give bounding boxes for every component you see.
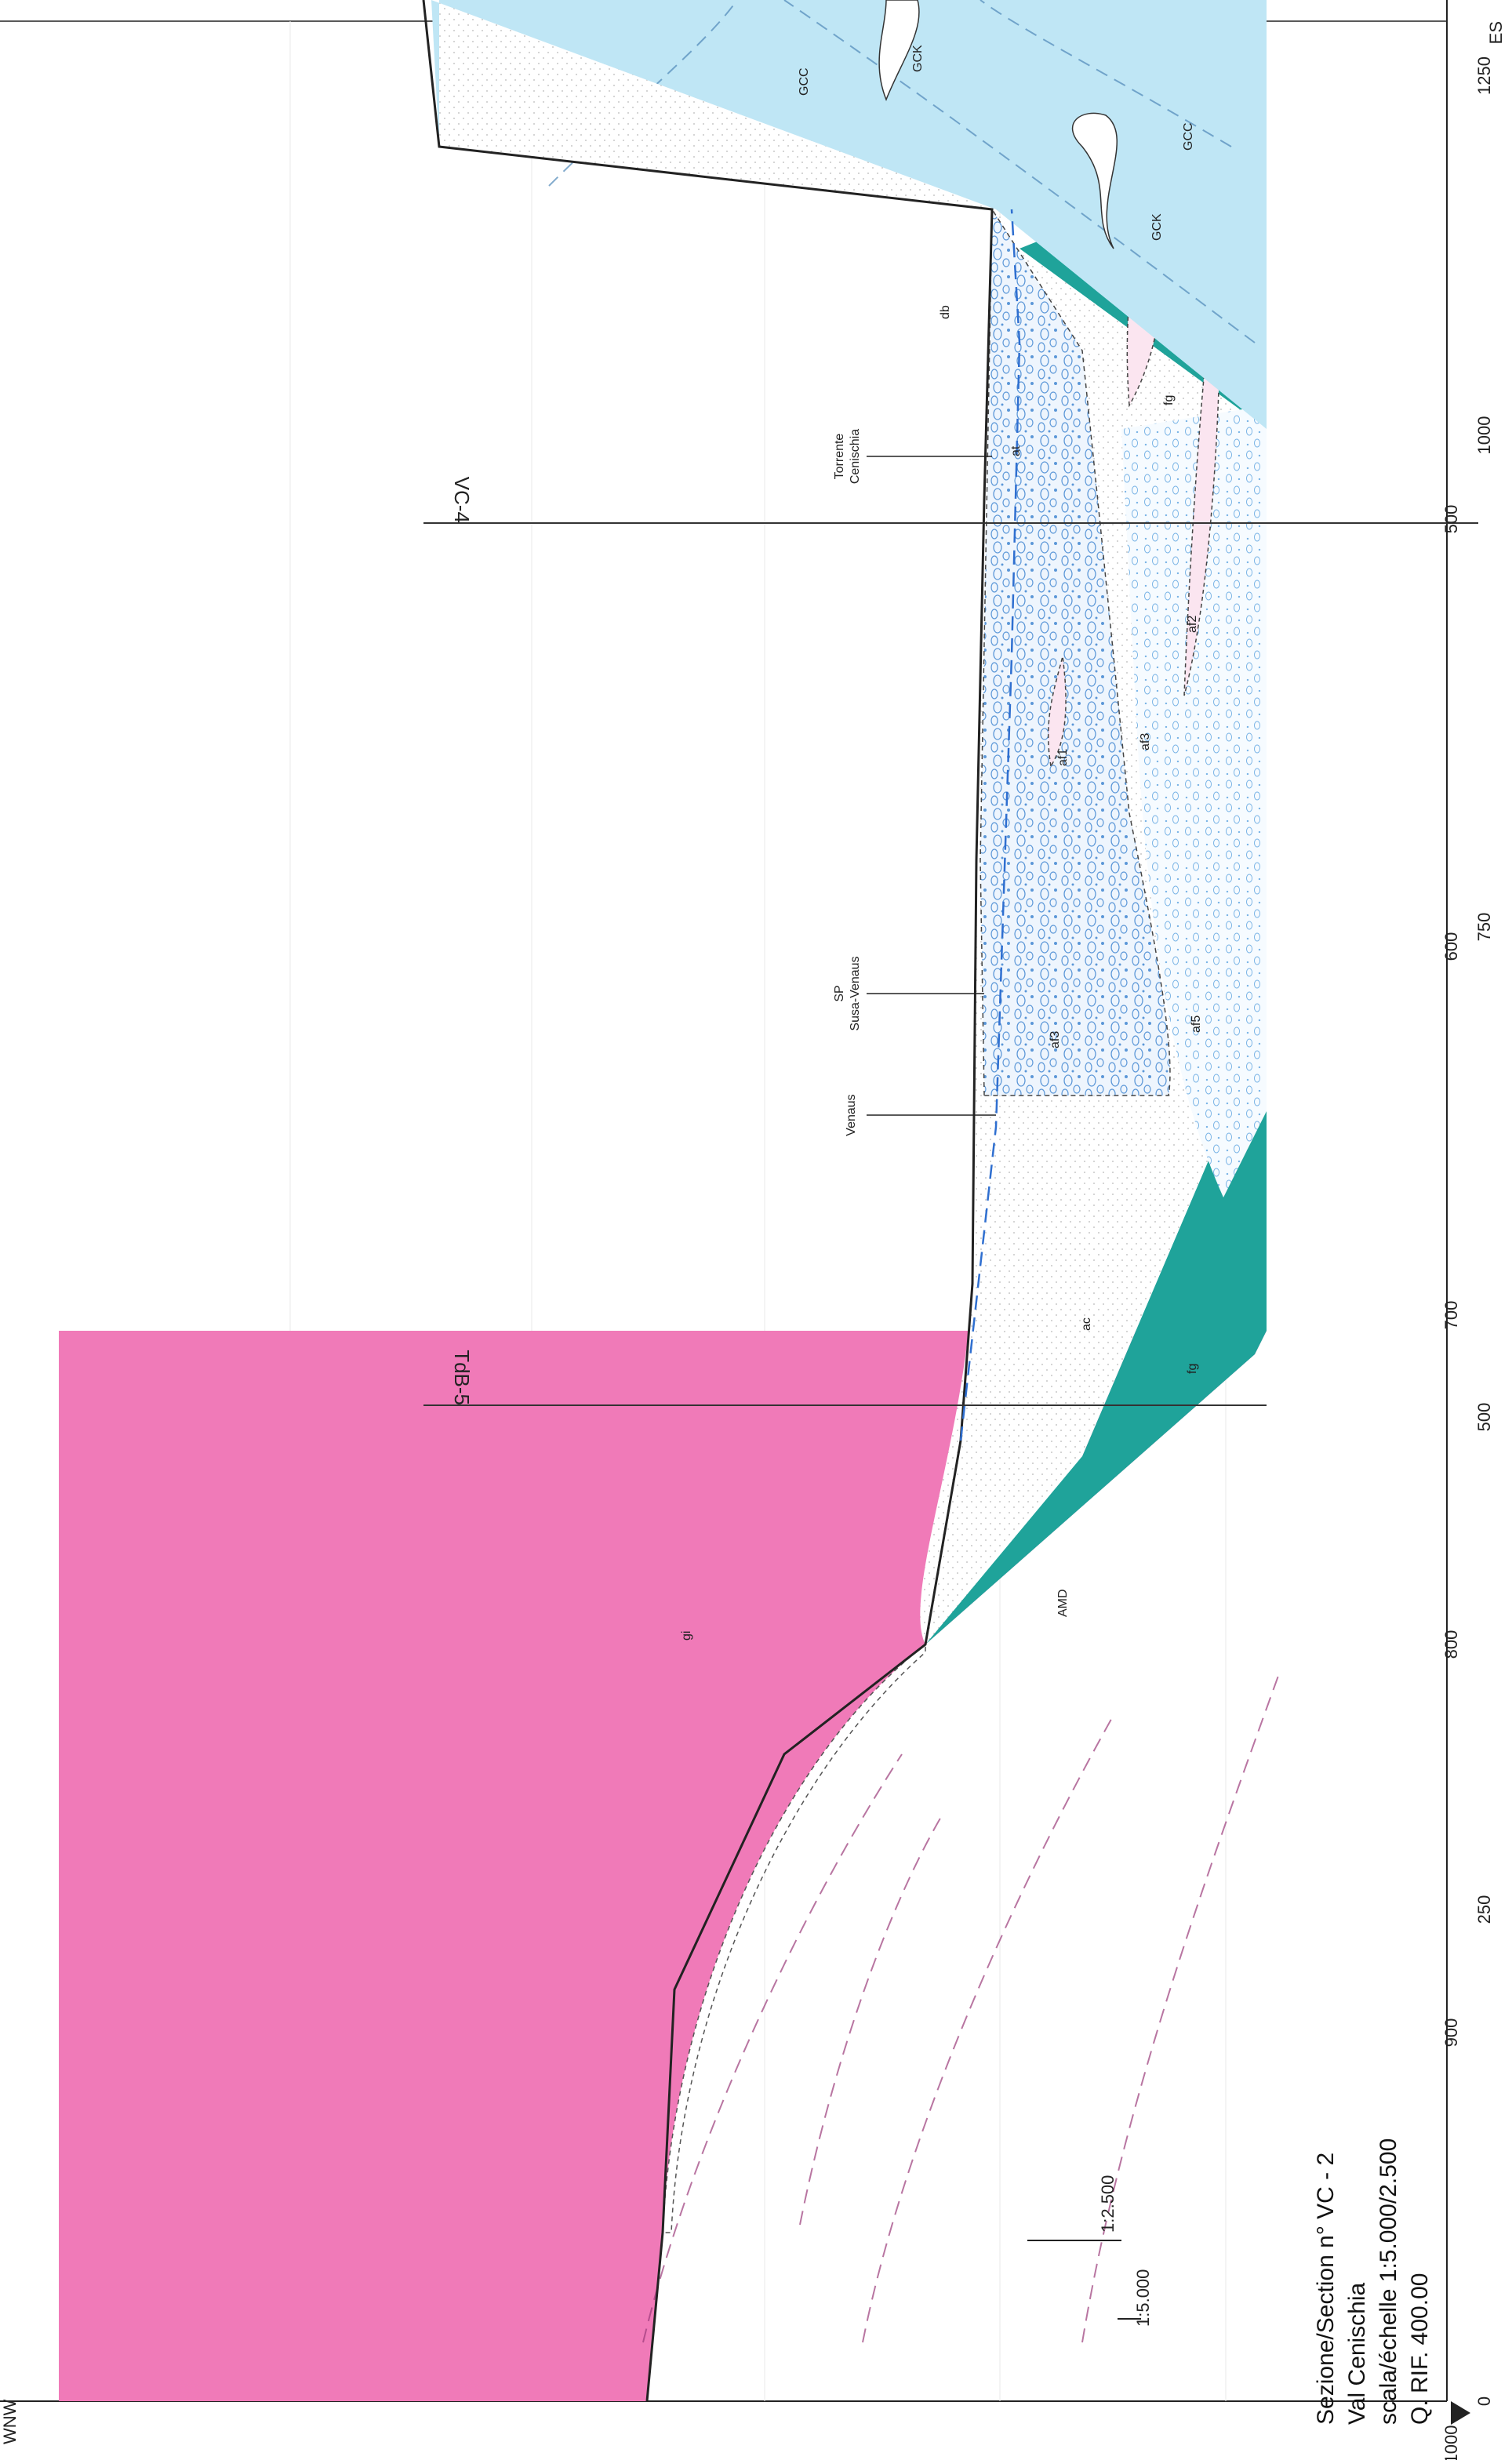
label-gcc-top: GCC bbox=[798, 67, 811, 96]
title-line4: Q. RIF. 400.00 bbox=[1407, 2273, 1433, 2425]
scale-label-large: 1:2.500 bbox=[1098, 2175, 1118, 2233]
dist-tick-1250: 1250 bbox=[1474, 56, 1494, 95]
gck-lens-top bbox=[878, 0, 920, 102]
title-line3: scala/échelle 1:5.000/2.500 bbox=[1376, 2138, 1401, 2425]
label-db: db bbox=[939, 305, 952, 319]
dist-tick-500: 500 bbox=[1474, 1403, 1494, 1432]
reference-triangle-icon bbox=[1451, 2401, 1470, 2425]
label-af1: af1 bbox=[1056, 749, 1070, 766]
sp-label-line2: Susa-Venaus bbox=[849, 956, 862, 1030]
label-gck-bottom: GCK bbox=[1150, 213, 1164, 241]
title-line1: Sezione/Section n° VC - 2 bbox=[1313, 2153, 1339, 2425]
dist-tick-250: 250 bbox=[1474, 1895, 1494, 1924]
venaus-label: Venaus bbox=[845, 1094, 858, 1136]
sp-label-line1: SP bbox=[833, 985, 846, 1001]
label-amd: AMD bbox=[1056, 1589, 1070, 1617]
af3-lens-a bbox=[1047, 656, 1067, 769]
fg-left-unit bbox=[925, 1111, 1267, 1644]
elevation-axis: 1000 900 800 700 600 500 bbox=[1441, 505, 1461, 2460]
elev-tick-900: 900 bbox=[1441, 2019, 1461, 2048]
label-ac: ac bbox=[1080, 1317, 1093, 1331]
label-af5: af5 bbox=[1190, 1016, 1203, 1033]
label-gi: gi bbox=[680, 1631, 693, 1641]
af2-unit bbox=[1121, 405, 1267, 1197]
orientation-right-label: ES bbox=[1486, 21, 1506, 44]
label-gck-top: GCK bbox=[911, 45, 925, 72]
gi-deposit bbox=[662, 1643, 926, 2233]
label-fg-right: fg bbox=[1162, 395, 1176, 405]
label-gcc-bottom: GCC bbox=[1182, 122, 1195, 151]
amd-foliation bbox=[642, 1675, 1279, 2343]
label-at: at bbox=[1009, 445, 1023, 456]
label-fg-left: fg bbox=[1186, 1364, 1199, 1374]
torrente-label-line2: Cenischia bbox=[849, 429, 862, 484]
scale-label-small: 1:5.000 bbox=[1133, 2269, 1153, 2327]
dist-tick-750: 750 bbox=[1474, 913, 1494, 942]
db-unit bbox=[431, 0, 996, 209]
scale-bars: 1:2.500 1:5.000 bbox=[1027, 2175, 1153, 2327]
topographic-surface bbox=[422, 0, 994, 2402]
water-table bbox=[959, 209, 1021, 1441]
orientation-left-label: WNW bbox=[0, 2399, 20, 2444]
elev-tick-700: 700 bbox=[1441, 1301, 1461, 1330]
torrente-label-line1: Torrente bbox=[833, 434, 846, 480]
dist-tick-1000: 1000 bbox=[1474, 416, 1494, 455]
borehole-tdb5-label: TdB-5 bbox=[450, 1350, 474, 1405]
unit-labels: AMD gi fg ac af1 af2 af3 af3 af5 at db f… bbox=[680, 45, 1203, 1641]
label-af3-a: af3 bbox=[1049, 1031, 1062, 1048]
borehole-tdb5: TdB-5 bbox=[423, 1350, 1267, 1406]
elev-tick-1000: 1000 bbox=[1441, 2425, 1461, 2460]
elev-tick-600: 600 bbox=[1441, 932, 1461, 961]
elev-tick-500: 500 bbox=[1441, 505, 1461, 534]
borehole-vc4-label: VC-4 bbox=[450, 477, 474, 523]
distance-axis: 0 250 500 750 1000 1250 bbox=[1474, 56, 1494, 2406]
af1-unit bbox=[980, 207, 1171, 1096]
title-line2: Val Cenischia bbox=[1344, 2282, 1370, 2425]
gck-lens-bottom bbox=[1071, 112, 1118, 249]
dist-tick-0: 0 bbox=[1474, 2396, 1494, 2406]
label-af2: af2 bbox=[1186, 616, 1199, 633]
borehole-vc4: VC-4 bbox=[423, 477, 1478, 524]
elev-tick-800: 800 bbox=[1441, 1630, 1461, 1659]
label-af3-b: af3 bbox=[1139, 733, 1152, 750]
title-block: Sezione/Section n° VC - 2 Val Cenischia … bbox=[1313, 2138, 1470, 2425]
